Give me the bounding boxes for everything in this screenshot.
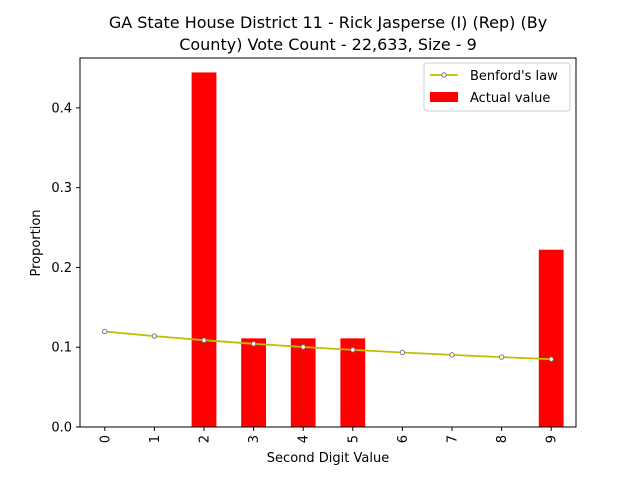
legend-actual-swatch <box>430 92 458 102</box>
legend-benford-marker <box>441 72 447 78</box>
benford-line-group <box>102 328 554 362</box>
benford-line <box>104 330 552 361</box>
benford-point-9 <box>548 356 554 362</box>
chart-title-line1: GA State House District 11 - Rick Jasper… <box>109 13 547 32</box>
x-tick-label: 2 <box>198 435 213 443</box>
legend-box <box>423 62 571 112</box>
benford-point-7 <box>449 352 455 358</box>
x-tick-label: 5 <box>346 435 361 443</box>
x-tick-label: 9 <box>545 435 560 443</box>
plot-frame <box>79 57 577 428</box>
bars-group <box>191 72 564 427</box>
bar-9 <box>538 249 564 427</box>
benford-point-0 <box>102 328 108 335</box>
y-tick-label: 0.1 <box>51 341 72 356</box>
legend: Benford's law Actual value <box>423 62 571 112</box>
x-tick-label: 1 <box>148 435 163 443</box>
y-axis: 0.0 0.1 0.2 0.3 0.4 <box>51 101 80 436</box>
y-tick-label: 0.3 <box>51 181 72 196</box>
y-tick-label: 0.4 <box>51 101 72 116</box>
legend-actual-label: Actual value <box>470 91 550 106</box>
y-tick-label: 0.0 <box>51 421 72 436</box>
bar-5 <box>340 338 366 427</box>
bar-2 <box>191 72 217 427</box>
legend-benford-label: Benford's law <box>470 69 558 84</box>
x-tick-label: 4 <box>297 435 312 443</box>
x-tick-label: 7 <box>446 435 461 443</box>
x-tick-label: 8 <box>495 435 510 443</box>
benford-point-8 <box>498 354 505 360</box>
x-axis: 0 1 2 3 4 5 6 7 8 9 <box>98 427 560 443</box>
x-tick-label: 3 <box>247 435 262 443</box>
chart-title-line2: County) Vote Count - 22,633, Size - 9 <box>179 35 477 54</box>
y-axis-label: Proportion <box>29 209 44 276</box>
benford-point-1 <box>151 333 158 339</box>
y-tick-label: 0.2 <box>51 261 72 276</box>
x-tick-label: 0 <box>98 435 113 443</box>
bar-3 <box>241 338 266 427</box>
x-axis-label: Second Digit Value <box>267 451 389 466</box>
benford-point-2 <box>201 337 207 343</box>
benford-point-4 <box>300 344 306 350</box>
bar-4 <box>290 338 316 427</box>
x-tick-label: 6 <box>396 435 411 443</box>
benford-point-5 <box>350 347 356 353</box>
benford-point-6 <box>399 349 406 356</box>
benford-point-3 <box>250 341 257 347</box>
